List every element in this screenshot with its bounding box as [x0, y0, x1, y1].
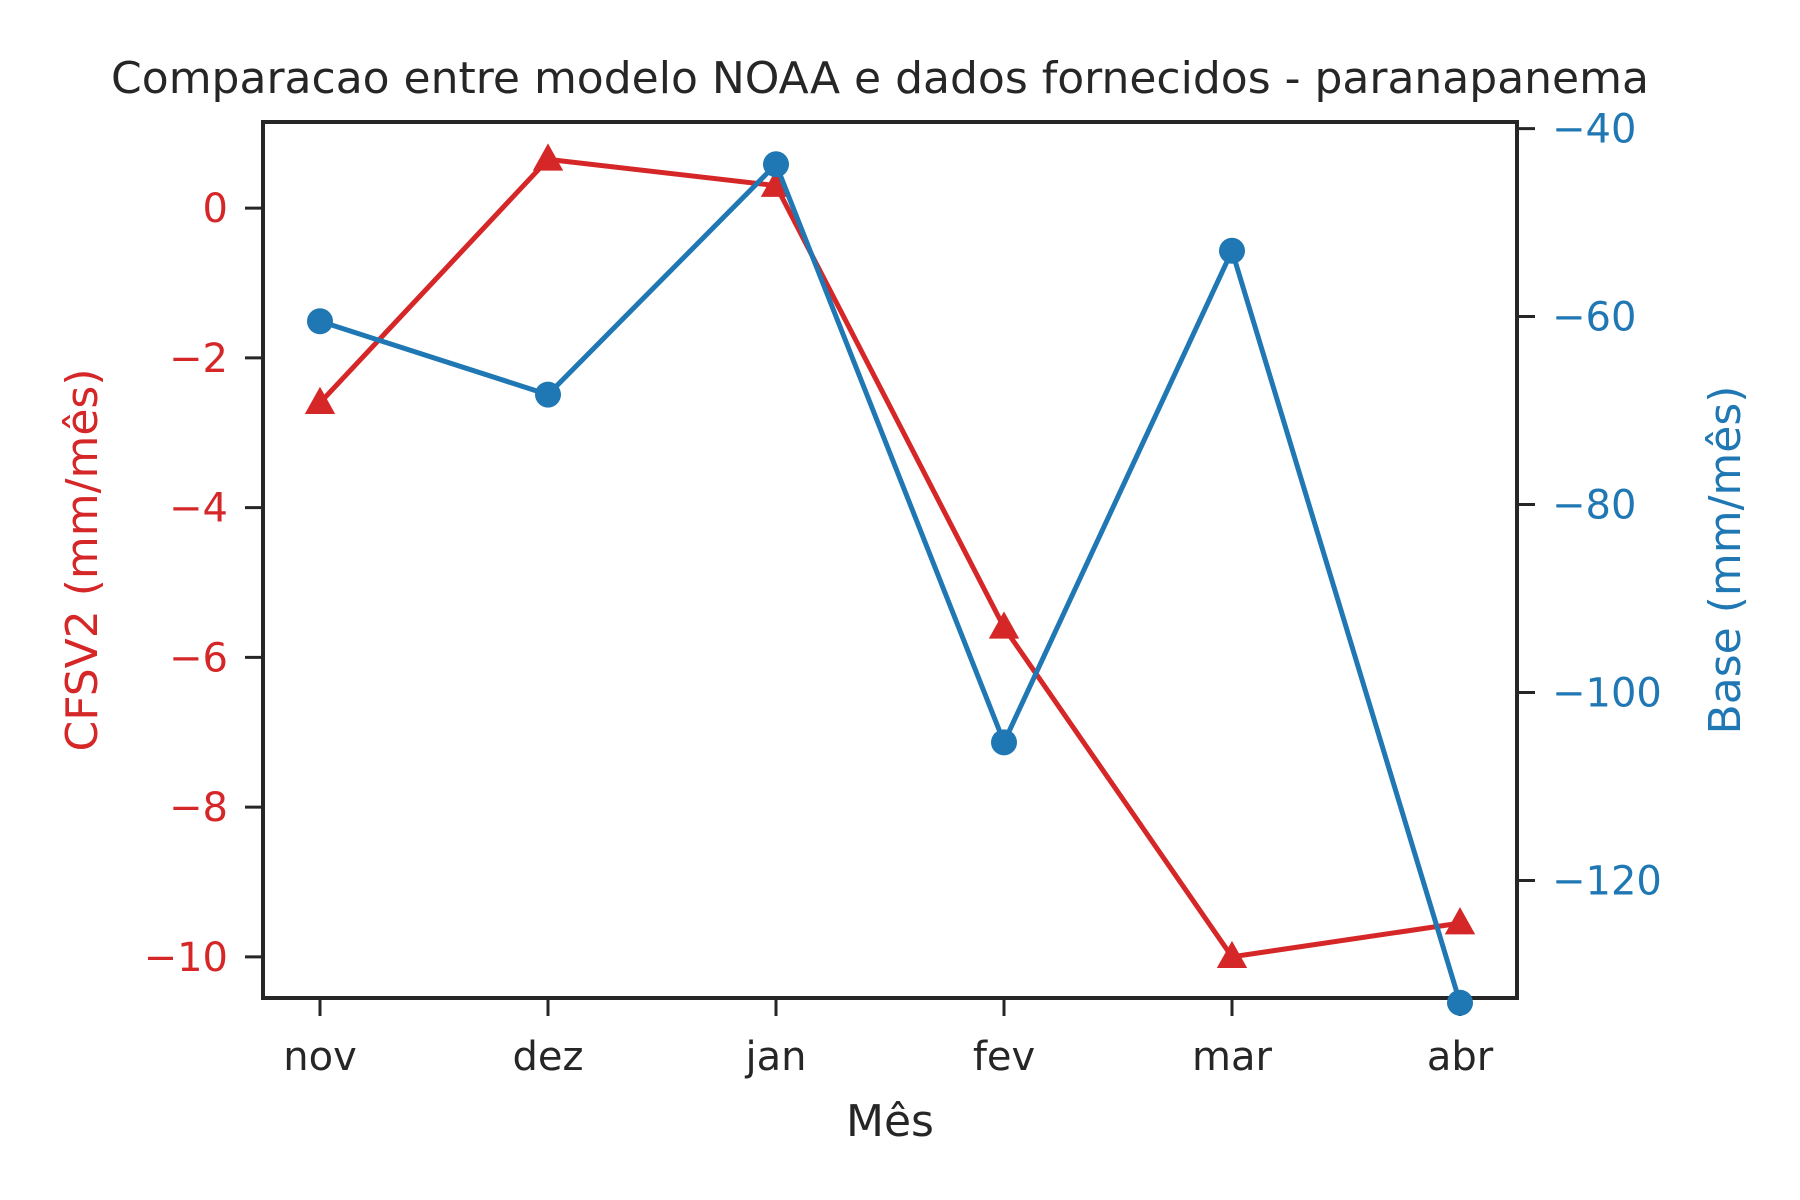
y-left-tick-label: 0 — [203, 186, 228, 232]
data-point-circle — [307, 308, 333, 335]
x-tick-label: nov — [283, 1034, 357, 1080]
data-point-triangle — [304, 386, 336, 414]
y-left-tick-label: −8 — [169, 785, 228, 831]
plot-area: nov dez jan fev mar abr 0 −2 −4 −6 −8 −10 −40 −60 −80 −… — [144, 107, 1662, 1080]
y-right-tick-label: −80 — [1552, 483, 1636, 529]
series-line-1 — [318, 156, 1461, 960]
x-tick-label: jan — [745, 1034, 807, 1080]
data-point-triangle — [532, 143, 564, 171]
x-tick-label: abr — [1427, 1034, 1494, 1080]
data-point-circle — [763, 151, 789, 178]
x-tick-label: mar — [1192, 1034, 1272, 1080]
data-point-triangle — [988, 611, 1020, 639]
y-axis-left-label: CFSV2 (mm/mês) — [57, 368, 108, 751]
y-right-tick-label: −120 — [1552, 859, 1662, 905]
y-left-tick-label: −2 — [169, 336, 228, 382]
data-point-circle — [1219, 237, 1245, 264]
y-right-tick-label: −100 — [1552, 671, 1662, 717]
data-point-triangle — [1216, 940, 1248, 969]
data-point-circle — [1447, 989, 1473, 1016]
y-left-tick-label: −10 — [144, 935, 228, 981]
y-axis-right-label: Base (mm/mês) — [1700, 386, 1751, 735]
series-line-2 — [319, 161, 1463, 1004]
data-point-triangle — [1444, 907, 1476, 935]
x-tick-label: fev — [973, 1034, 1035, 1080]
y-right-tick-label: −40 — [1552, 107, 1636, 153]
y-right-tick-label: −60 — [1552, 295, 1636, 341]
y-left-tick-label: −4 — [169, 486, 228, 532]
data-point-circle — [991, 729, 1017, 756]
x-axis-label: Mês — [846, 1096, 934, 1147]
plot-frame — [261, 120, 1519, 1000]
chart-title: Comparacao entre modelo NOAA e dados for… — [111, 53, 1649, 104]
data-point-circle — [535, 381, 561, 408]
x-tick-label: dez — [513, 1034, 584, 1080]
y-left-tick-label: −6 — [169, 635, 228, 681]
